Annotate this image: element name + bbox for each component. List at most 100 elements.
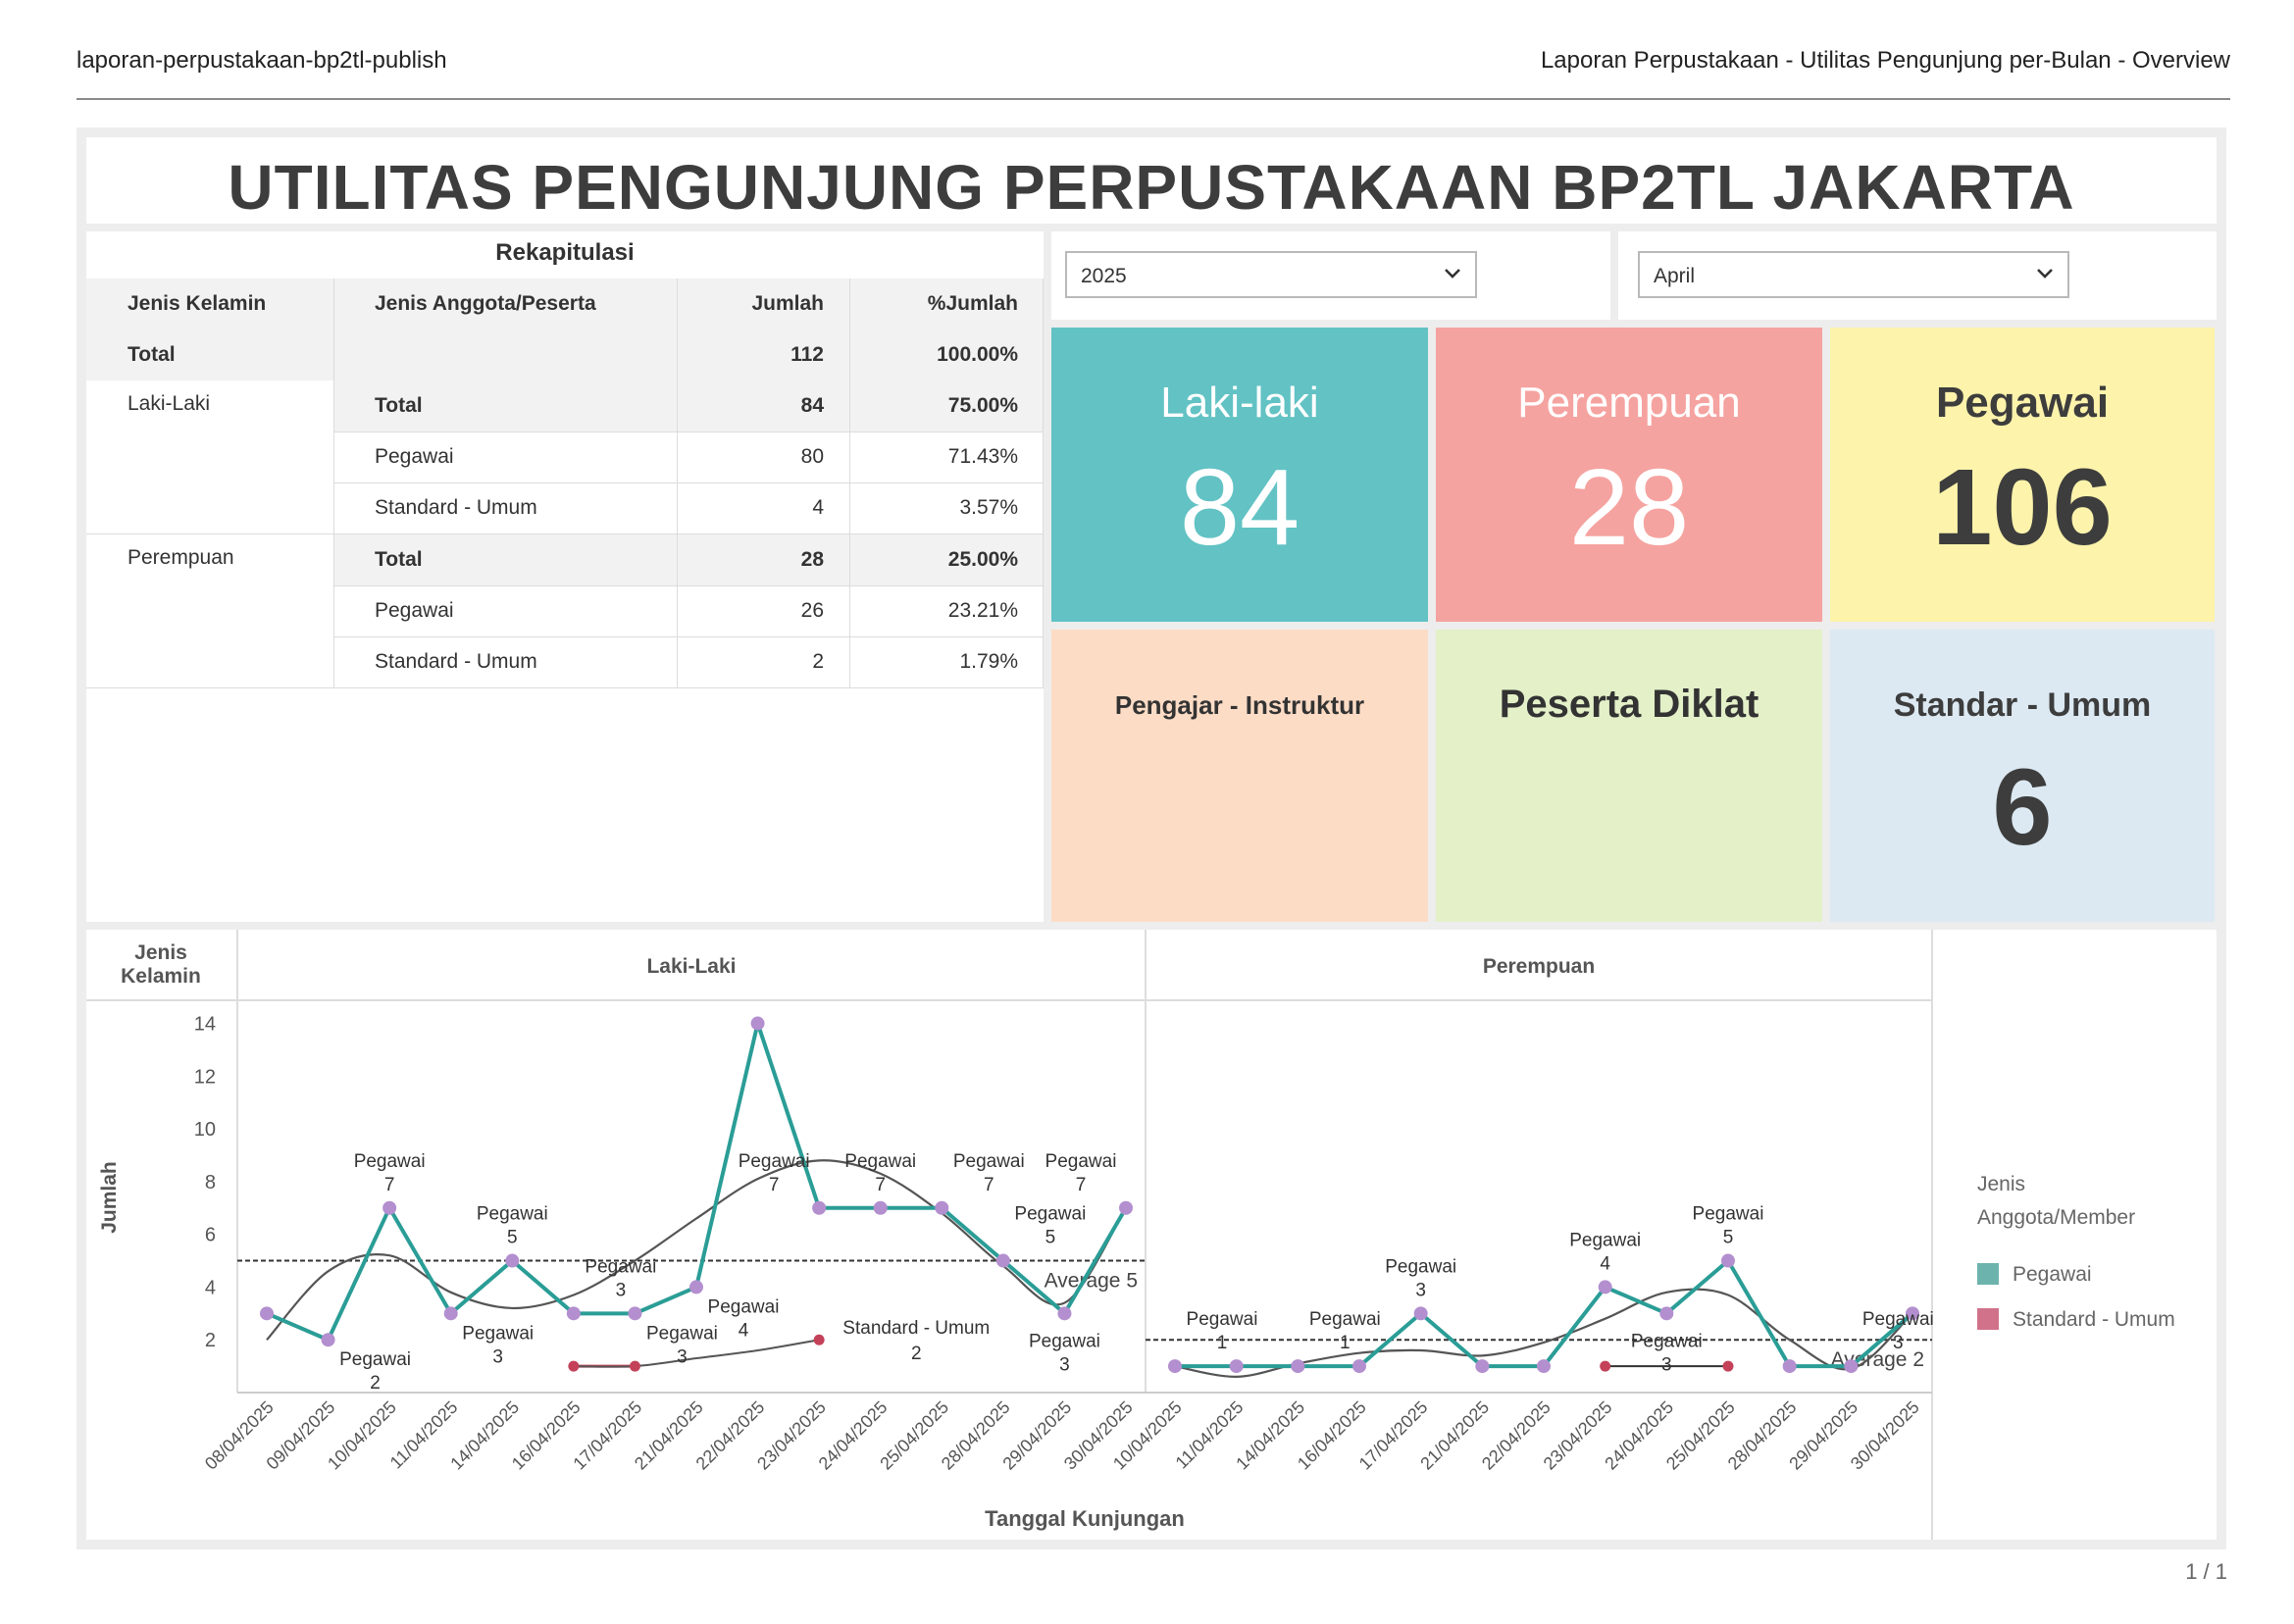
- pegawai-point: [995, 1253, 1010, 1268]
- pegawai-series-line: [1175, 1257, 1914, 1369]
- y-tick-label: 6: [205, 1225, 216, 1246]
- row-percent: 3.57%: [959, 496, 1018, 519]
- recap-table-panel: Rekapitulasi Jenis Kelamin Jenis Anggota…: [86, 231, 1044, 922]
- pegawai-point: [1352, 1359, 1366, 1374]
- table-row: Standard - Umum 4 3.57%: [86, 482, 1044, 534]
- year-filter-panel: 2025: [1051, 231, 1610, 320]
- y-tick-label: 2: [205, 1330, 216, 1351]
- kpi-label-instructor: Pengajar - Instruktur: [1114, 690, 1365, 720]
- y-tick-label: 10: [194, 1119, 216, 1141]
- panel-header-male: Laki-Laki: [646, 955, 736, 978]
- data-label-value: 7: [984, 1175, 994, 1195]
- standard-point: [629, 1360, 640, 1372]
- page-number: 1 / 1: [2185, 1559, 2227, 1584]
- pegawai-point: [566, 1306, 581, 1321]
- kpi-value-female: 28: [1568, 447, 1690, 568]
- pegawai-point: [812, 1200, 827, 1215]
- x-axis-title: Tanggal Kunjungan: [985, 1506, 1185, 1531]
- pegawai-point: [750, 1016, 765, 1031]
- year-select-value: 2025: [1081, 265, 1127, 287]
- pegawai-point: [1413, 1306, 1428, 1321]
- data-label-name: Pegawai: [1631, 1331, 1703, 1351]
- table-header-row: Jenis Kelamin Jenis Anggota/Peserta Juml…: [86, 279, 1044, 330]
- data-label-value: 3: [1893, 1333, 1904, 1353]
- data-label-name: Pegawai: [1309, 1309, 1381, 1330]
- data-label-name: Pegawai: [844, 1151, 916, 1172]
- pegawai-point: [935, 1200, 949, 1215]
- data-label-name: Standard - Umum: [842, 1318, 990, 1339]
- table-divider: [677, 279, 678, 688]
- data-label-value: 7: [769, 1175, 780, 1195]
- kpi-tile-male: Laki-laki 84: [1051, 328, 1428, 622]
- data-label-value: 4: [739, 1320, 749, 1341]
- standard-point: [568, 1360, 580, 1372]
- legend-title: Jenis: [1977, 1173, 2025, 1195]
- pegawai-point: [1906, 1306, 1919, 1321]
- pegawai-point: [1475, 1359, 1490, 1374]
- data-label-name: Pegawai: [354, 1151, 426, 1172]
- legend-item-label: Pegawai: [2013, 1263, 2092, 1286]
- data-label-name: Pegawai: [1014, 1204, 1086, 1225]
- data-label-value: 5: [1045, 1228, 1056, 1248]
- month-select[interactable]: April: [1638, 251, 2069, 298]
- row-count: 84: [800, 394, 824, 417]
- pegawai-point: [689, 1280, 703, 1294]
- row-count: 4: [812, 496, 824, 519]
- chevron-down-icon: [1445, 269, 1460, 279]
- data-label-name: Pegawai: [585, 1256, 656, 1277]
- title-panel: UTILITAS PENGUNJUNG PERPUSTAKAAN BP2TL J…: [86, 137, 2217, 224]
- pegawai-point: [1721, 1253, 1735, 1268]
- table-divider: [1043, 279, 1044, 688]
- gender-cell-male: Laki-Laki: [86, 381, 333, 534]
- data-label-name: Pegawai: [462, 1323, 534, 1344]
- kpi-label-general: Standar - Umum: [1893, 686, 2152, 724]
- kpi-tile-trainee: Peserta Diklat: [1436, 630, 1822, 922]
- gender-cell-female: Perempuan: [86, 534, 333, 688]
- report-breadcrumb: Laporan Perpustakaan - Utilitas Pengunju…: [1540, 47, 2230, 74]
- kpi-tile-female: Perempuan 28: [1436, 328, 1822, 622]
- row-type: Standard - Umum: [375, 650, 537, 673]
- table-row: Pegawai 26 23.21%: [86, 585, 1044, 637]
- chevron-down-icon: [2037, 269, 2053, 279]
- dashboard: UTILITAS PENGUNJUNG PERPUSTAKAAN BP2TL J…: [76, 127, 2226, 1549]
- pegawai-point: [382, 1200, 397, 1215]
- data-label-value: 3: [1059, 1354, 1070, 1375]
- grand-total-percent: 100.00%: [937, 343, 1018, 366]
- panel-header-female: Perempuan: [1483, 955, 1595, 978]
- pegawai-point: [1119, 1200, 1133, 1215]
- column-header-gender: Jenis Kelamin: [127, 292, 267, 315]
- recap-caption: Rekapitulasi: [495, 239, 635, 266]
- pegawai-point: [1291, 1359, 1305, 1374]
- data-label-name: Pegawai: [739, 1151, 810, 1172]
- data-label-value: 1: [1217, 1333, 1228, 1353]
- year-select[interactable]: 2025: [1065, 251, 1477, 298]
- grand-total-count: 112: [790, 343, 824, 366]
- month-select-value: April: [1654, 265, 1696, 287]
- table-row-grand-total: Total 112 100.00%: [86, 330, 1044, 381]
- data-label-name: Pegawai: [1569, 1230, 1641, 1250]
- data-label-value: 3: [677, 1346, 688, 1367]
- row-count: 28: [800, 548, 824, 571]
- row-header-label: Jenis: [134, 941, 187, 964]
- kpi-value-employee: 106: [1932, 447, 2113, 568]
- row-type: Standard - Umum: [375, 496, 537, 519]
- kpi-label-trainee: Peserta Diklat: [1499, 683, 1759, 726]
- pegawai-point: [505, 1253, 520, 1268]
- row-percent: 71.43%: [947, 445, 1018, 468]
- pegawai-point: [321, 1333, 335, 1347]
- visitor-trend-chart-panel: Jenis Kelamin 2 4 6 8 10 12 14 Jumlah Tanggal Kunj…: [86, 930, 2217, 1540]
- column-header-member-type: Jenis Anggota/Peserta: [375, 292, 596, 315]
- data-label-name: Pegawai: [339, 1349, 411, 1370]
- column-header-percent: %Jumlah: [927, 292, 1018, 315]
- row-percent: 1.79%: [959, 650, 1018, 673]
- legend-item-label: Standard - Umum: [2013, 1308, 2175, 1331]
- data-label-value: 7: [384, 1175, 395, 1195]
- row-count: 2: [812, 650, 824, 673]
- month-filter-panel: April: [1618, 231, 2217, 320]
- data-label-value: 3: [616, 1280, 627, 1300]
- dashboard-title: UTILITAS PENGUNJUNG PERPUSTAKAAN BP2TL J…: [228, 152, 2075, 223]
- data-label-name: Pegawai: [1862, 1309, 1934, 1330]
- data-label-value: 2: [370, 1373, 381, 1394]
- data-label-name: Pegawai: [1187, 1309, 1258, 1330]
- kpi-value-general: 6: [1992, 747, 2053, 868]
